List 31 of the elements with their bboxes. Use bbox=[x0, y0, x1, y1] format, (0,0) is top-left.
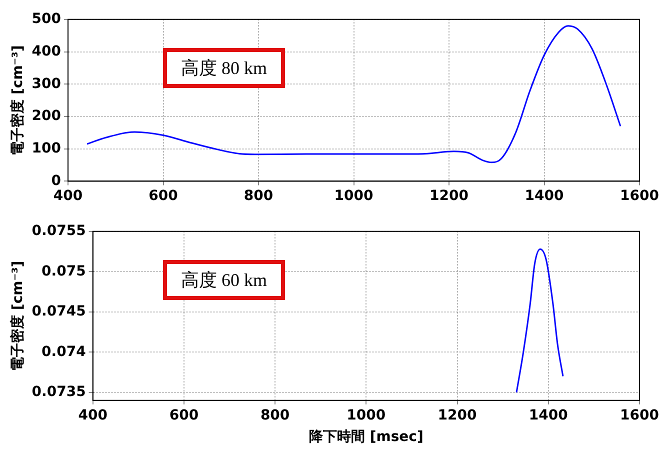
y-axis-title: 電子密度 [cm⁻³] bbox=[9, 260, 26, 371]
y-tick-label: 0.0735 bbox=[32, 384, 86, 400]
x-tick-label: 800 bbox=[244, 188, 274, 204]
x-tick-label: 600 bbox=[148, 188, 178, 204]
x-tick-label: 1200 bbox=[438, 407, 478, 424]
y-tick-label: 200 bbox=[32, 108, 62, 124]
y-tick-label: 0 bbox=[51, 172, 62, 189]
x-tick-label: 400 bbox=[78, 407, 108, 424]
annotation: 高度 60 km bbox=[163, 260, 286, 300]
x-axis-title: 降下時間 [msec] bbox=[308, 429, 424, 446]
x-tick-label: 1400 bbox=[528, 407, 568, 424]
x-tick-label: 1600 bbox=[620, 407, 660, 424]
annotation: 高度 80 km bbox=[163, 48, 286, 88]
y-tick-label: 0.075 bbox=[42, 263, 86, 280]
y-tick-label: 0.0745 bbox=[32, 304, 86, 320]
x-tick-label: 800 bbox=[260, 407, 290, 424]
y-tick-label: 100 bbox=[32, 140, 62, 156]
x-tick-label: 1200 bbox=[430, 188, 469, 204]
x-tick-label: 1600 bbox=[620, 188, 660, 204]
y-tick-label: 0.0755 bbox=[32, 223, 86, 240]
line-series bbox=[516, 248, 564, 394]
x-tick-label: 1000 bbox=[346, 407, 386, 424]
y-axis-title: 電子密度 [cm⁻³] bbox=[9, 45, 26, 156]
x-tick-label: 600 bbox=[169, 407, 199, 424]
y-tick-label: 300 bbox=[32, 76, 62, 92]
x-tick-label: 1400 bbox=[524, 188, 564, 204]
y-tick-label: 500 bbox=[32, 11, 62, 28]
x-tick-label: 1000 bbox=[334, 188, 374, 204]
line-series bbox=[86, 25, 622, 164]
y-tick-label: 0.074 bbox=[42, 344, 86, 360]
y-tick-label: 400 bbox=[32, 43, 62, 60]
